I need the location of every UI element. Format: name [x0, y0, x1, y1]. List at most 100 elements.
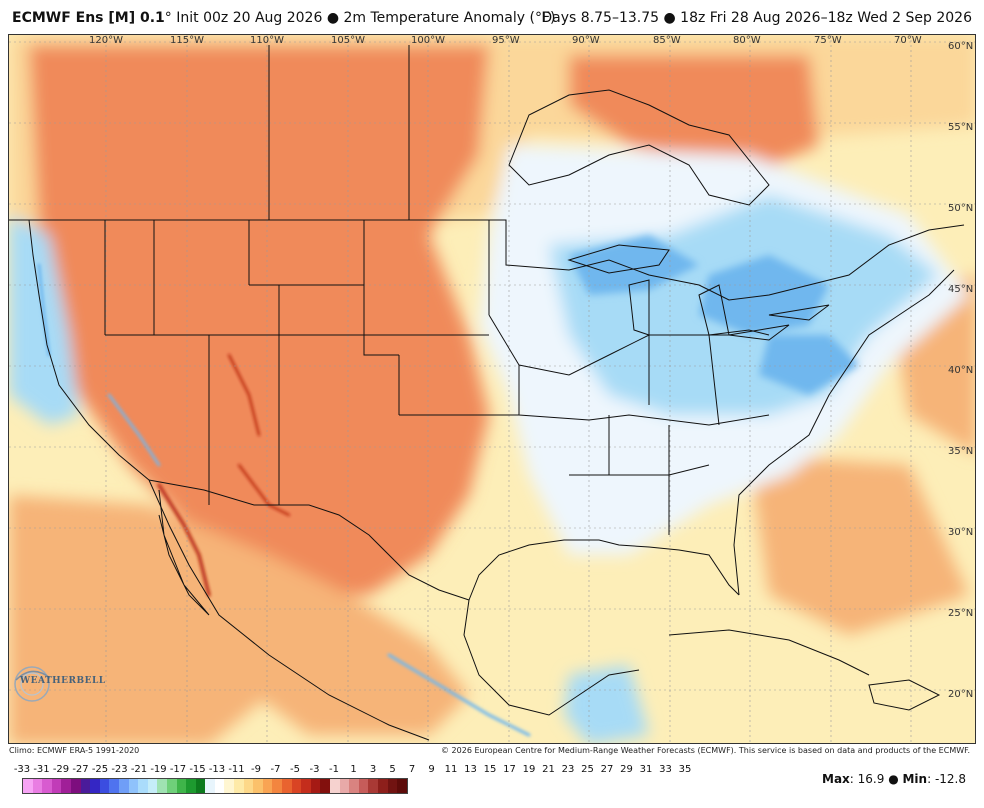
colorbar-tick: 9	[428, 764, 435, 775]
model-name: ECMWF Ens [M] 0.1	[12, 10, 165, 26]
colorbar-tick: 21	[542, 764, 555, 775]
hispaniola	[868, 679, 941, 711]
warm-region-florida-east	[749, 455, 969, 635]
colorbar-tick: 31	[639, 764, 653, 775]
colorbar-tick: -17	[169, 764, 187, 775]
longitude-label: 100°W	[411, 35, 445, 46]
cool-streak-sierra	[107, 393, 161, 467]
warm-region-mexico	[149, 505, 469, 735]
longitude-label: 120°W	[89, 35, 123, 46]
colorbar-swatch	[166, 779, 177, 793]
colorbar-swatch	[214, 779, 225, 793]
colorbar-swatch	[42, 779, 52, 793]
colorbar-swatch	[109, 779, 119, 793]
variable-name: 2m Temperature Anomaly (°F)	[339, 10, 556, 26]
warm-region-west	[29, 45, 489, 595]
colorbar-tick: 35	[678, 764, 692, 775]
mexico-gulf-coast	[463, 599, 640, 716]
colorbar-tick: -3	[309, 764, 320, 775]
baja-coast	[158, 489, 210, 616]
colorbar-swatch	[243, 779, 254, 793]
latitude-label: 45°N	[948, 284, 974, 295]
longitude-label: 95°W	[492, 35, 520, 46]
colorbar-swatch	[32, 779, 43, 793]
colorbar-tick: -27	[72, 764, 89, 775]
longitude-label: 80°W	[733, 35, 761, 46]
colorbar-tick: -9	[251, 764, 261, 775]
latitude-label: 20°N	[948, 689, 974, 700]
longitude-label: 75°W	[814, 35, 842, 46]
colorbar-swatch	[147, 779, 158, 793]
colorbar-swatch	[90, 779, 100, 793]
colorbar-tick: -19	[150, 764, 167, 775]
colorbar-tick: -11	[228, 764, 245, 775]
colorbar-tick: -25	[91, 764, 109, 775]
state-lines	[104, 45, 770, 535]
colorbar-tick: -33	[13, 764, 31, 775]
colorbar-tick: -1	[329, 764, 339, 775]
colorbar-swatch	[128, 779, 139, 793]
cool-streak-cascades	[37, 263, 51, 357]
swirl-logo-icon	[14, 666, 51, 702]
colorbar-tick: 7	[408, 764, 416, 775]
colorbar-swatch	[310, 779, 321, 793]
colorbar-tick: -31	[33, 764, 50, 775]
colorbar-tick: -29	[52, 764, 70, 775]
header: ECMWF Ens [M] 0.1° Init 00z 20 Aug 2026 …	[0, 0, 984, 34]
colorbar-swatch	[99, 779, 110, 793]
latitude-label: 35°N	[948, 446, 974, 457]
max-min-summary: Max: 16.9 ● Min: -12.8	[822, 772, 966, 786]
colorbar-tick: 27	[600, 764, 614, 775]
longitude-label: 85°W	[653, 35, 681, 46]
latitude-label: 50°N	[948, 203, 974, 214]
colorbar-swatch	[377, 779, 388, 793]
colorbar-tick: -5	[290, 764, 300, 775]
degree-sign: °	[164, 10, 172, 26]
longitude-label: 90°W	[572, 35, 600, 46]
copyright-note: © 2026 European Centre for Medium-Range …	[441, 746, 970, 755]
colorbar-swatch	[272, 779, 283, 793]
colorbar-tick: 3	[369, 764, 377, 775]
colorbar-tick: -13	[208, 764, 226, 775]
colorbar-swatch	[80, 779, 91, 793]
colorbar-tick: 15	[483, 764, 497, 775]
colorbar-swatch	[118, 779, 129, 793]
atlantic-coast	[733, 269, 955, 596]
colorbar-swatch	[224, 779, 235, 793]
climo-note: Climo: ECMWF ERA-5 1991-2020	[9, 746, 140, 755]
init-time: Init 00z 20 Aug 2026	[171, 10, 327, 26]
warm-streak-utah	[228, 354, 260, 436]
colorbar-tick: 1	[350, 764, 357, 775]
max-label: Max	[822, 772, 850, 786]
stats-separator: ●	[884, 772, 903, 786]
colorbar-tick: 19	[522, 764, 536, 775]
latitude-label: 30°N	[948, 527, 974, 538]
colorbar-swatch	[51, 779, 62, 793]
colorbar-tick: 29	[620, 764, 633, 775]
colorbar-tick: 33	[659, 764, 672, 775]
colorbar-swatch	[368, 779, 378, 793]
colorbar-swatch	[253, 779, 263, 793]
latitude-label: 60°N	[948, 41, 974, 52]
bullet-icon: ●	[326, 10, 340, 26]
colorbar-swatch	[176, 779, 187, 793]
colorbar-tick: 23	[561, 764, 575, 775]
colorbar-tick-labels: -33 -31 -29 -27 -25 -23 -21 -19 -17 -15 -13 -11 -9 -7…	[14, 764, 704, 778]
warm-region-pacific	[9, 495, 269, 743]
logo-text: WEATHERBELL	[20, 676, 106, 686]
min-label: Min	[902, 772, 928, 786]
colorbar-swatch	[397, 779, 407, 793]
cuba	[668, 629, 870, 676]
colorbar-swatch	[358, 779, 369, 793]
latitude-label: 55°N	[948, 122, 974, 133]
colorbar-swatch	[157, 779, 167, 793]
colorbar-tick: 25	[581, 764, 594, 775]
graticule	[9, 35, 975, 743]
colorbar-swatch	[301, 779, 311, 793]
max-value: : 16.9	[849, 772, 885, 786]
colorbar-swatch	[61, 779, 71, 793]
colorbar-swatch	[205, 779, 215, 793]
anomaly-map	[9, 35, 975, 743]
cool-region-yucatan	[564, 665, 649, 743]
colorbar-swatch	[195, 779, 206, 793]
